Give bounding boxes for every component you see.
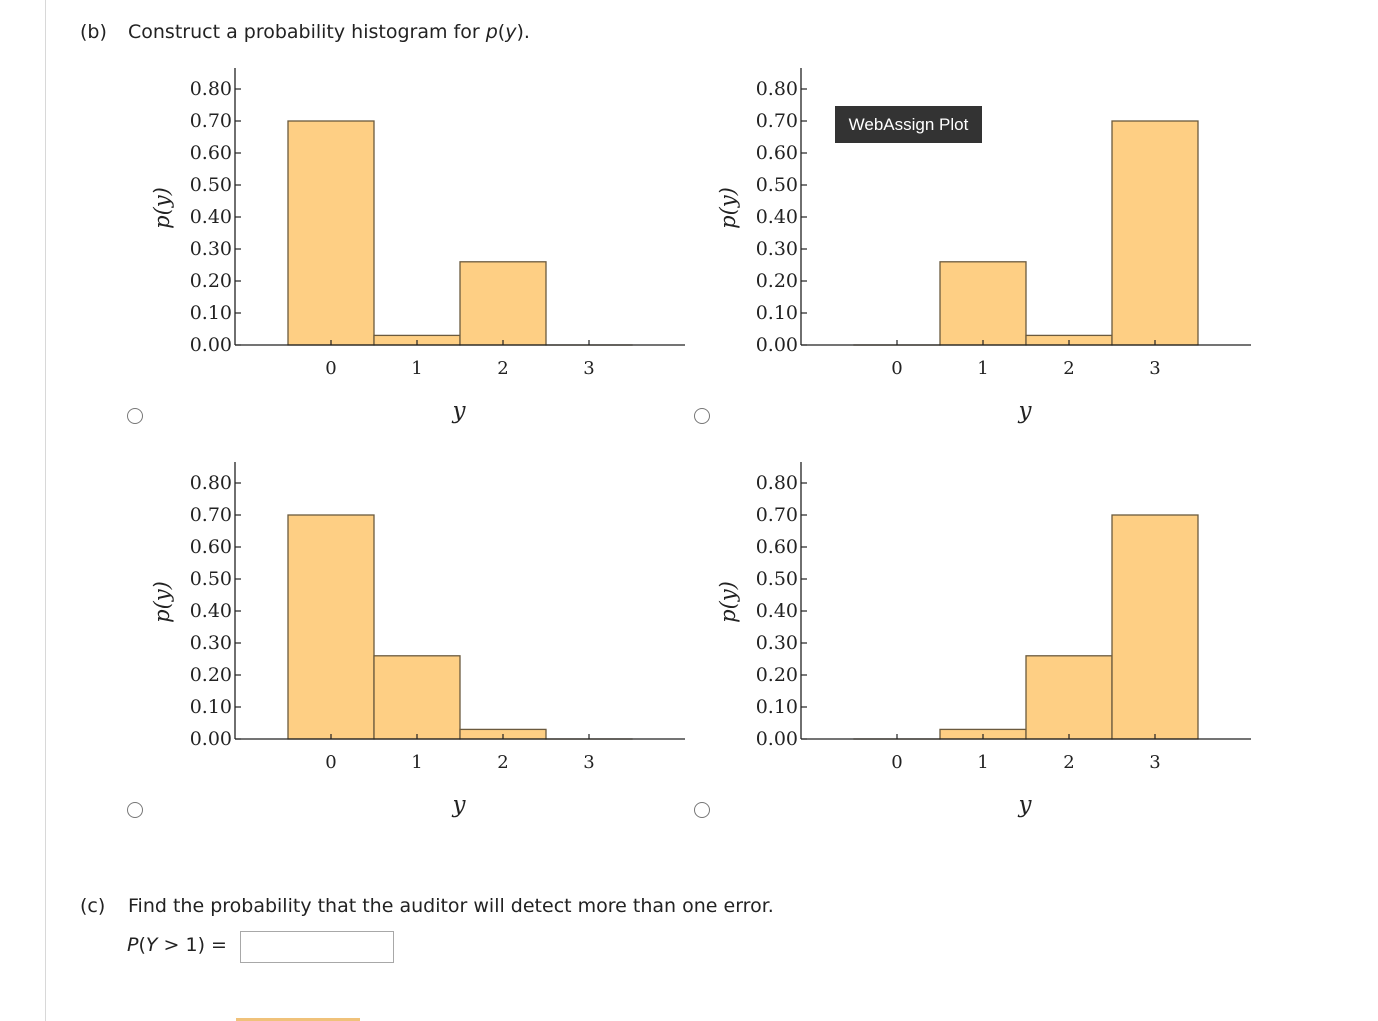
part-c-question: (c) Find the probability that the auditor… <box>80 895 774 917</box>
y-tick-label: 0.40 <box>190 206 232 228</box>
x-axis-label: y <box>452 792 467 818</box>
part-b-func-p: p <box>485 21 498 43</box>
x-tick-label: 1 <box>977 358 988 379</box>
y-tick-label: 0.60 <box>756 536 798 558</box>
left-divider <box>45 0 46 1021</box>
y-tick-label: 0.50 <box>756 568 798 590</box>
option-a-radio[interactable] <box>127 408 143 424</box>
x-tick-label: 2 <box>1063 752 1074 773</box>
part-b-text-after: ). <box>516 21 530 43</box>
part-c-label: (c) <box>80 895 106 917</box>
x-axis-label: y <box>1018 792 1033 818</box>
bar-3 <box>1111 120 1199 346</box>
y-tick-label: 0.20 <box>190 664 232 686</box>
y-tick-label: 0.00 <box>756 728 798 750</box>
x-tick-label: 0 <box>891 358 902 379</box>
bar-1 <box>939 261 1027 346</box>
x-tick-label: 0 <box>325 358 336 379</box>
x-axis-label: y <box>452 398 467 424</box>
part-b-func-var: y <box>505 21 517 43</box>
y-tick-label: 0.10 <box>190 302 232 324</box>
x-tick-label: 1 <box>977 752 988 773</box>
histogram-option-d-svg: 0.00 0.10 0.20 0.30 0.40 0.50 0.60 0.70 0.80 0 1 2 3… <box>716 462 1251 818</box>
y-tick-label: 0.30 <box>756 238 798 260</box>
y-axis-label: p(y) <box>150 187 174 229</box>
y-tick-label: 0.70 <box>756 110 798 132</box>
part-b-text: Construct a probability histogram for <box>128 21 486 43</box>
x-tick-label: 2 <box>497 358 508 379</box>
y-tick-label: 0.70 <box>756 504 798 526</box>
y-tick-label: 0.20 <box>190 270 232 292</box>
y-tick-label: 0.70 <box>190 504 232 526</box>
y-tick-label: 0.00 <box>756 334 798 356</box>
histogram-option-c-svg: 0.00 0.10 0.20 0.30 0.40 0.50 0.60 0.70 0.80 0 1 2 3… <box>150 462 685 818</box>
option-c-radio[interactable] <box>127 802 143 818</box>
y-tick-label: 0.80 <box>190 78 232 100</box>
answer-label-y: Y <box>145 934 158 956</box>
y-tick-label: 0.10 <box>190 696 232 718</box>
histogram-option-c: 0.00 0.10 0.20 0.30 0.40 0.50 0.60 0.70 0.80 0 1 2 3… <box>140 454 740 834</box>
y-tick-label: 0.40 <box>756 206 798 228</box>
x-tick-label: 2 <box>497 752 508 773</box>
part-b-question: (b) Construct a probability histogram for… <box>80 21 530 43</box>
x-tick-label: 0 <box>891 752 902 773</box>
bar-1 <box>373 655 461 740</box>
x-axis-label: y <box>1018 398 1033 424</box>
option-b-radio[interactable] <box>694 408 710 424</box>
x-tick-label: 3 <box>1149 752 1160 773</box>
histogram-option-a: 0.00 0.10 0.20 0.30 0.40 0.50 0.60 0.70 0.80 0 1 2 3… <box>140 60 740 440</box>
histogram-option-b: 0.00 0.10 0.20 0.30 0.40 0.50 0.60 0.70 0.80 0 1 2 3… <box>706 60 1306 440</box>
part-c-text: Find the probability that the auditor wi… <box>128 895 774 917</box>
x-tick-label: 1 <box>411 358 422 379</box>
y-tick-label: 0.20 <box>756 664 798 686</box>
y-tick-label: 0.50 <box>190 174 232 196</box>
bar-3 <box>1111 514 1199 740</box>
y-tick-label: 0.70 <box>190 110 232 132</box>
answer-label: P(Y > 1) = <box>127 934 227 956</box>
bottom-accent-bar <box>236 1018 360 1021</box>
y-tick-label: 0.50 <box>756 174 798 196</box>
y-tick-label: 0.00 <box>190 728 232 750</box>
y-tick-label: 0.30 <box>756 632 798 654</box>
x-tick-label: 3 <box>583 358 594 379</box>
y-tick-label: 0.60 <box>756 142 798 164</box>
bar-0 <box>287 514 375 740</box>
y-tick-label: 0.30 <box>190 632 232 654</box>
x-tick-label: 0 <box>325 752 336 773</box>
y-tick-label: 0.80 <box>190 472 232 494</box>
y-tick-label: 0.80 <box>756 78 798 100</box>
bar-0 <box>287 120 375 346</box>
answer-label-rest: > 1) = <box>157 934 227 956</box>
y-tick-label: 0.20 <box>756 270 798 292</box>
x-tick-label: 3 <box>583 752 594 773</box>
y-tick-label: 0.50 <box>190 568 232 590</box>
y-tick-label: 0.60 <box>190 142 232 164</box>
y-tick-label: 0.80 <box>756 472 798 494</box>
y-tick-label: 0.60 <box>190 536 232 558</box>
histogram-option-d: 0.00 0.10 0.20 0.30 0.40 0.50 0.60 0.70 0.80 0 1 2 3… <box>706 454 1306 834</box>
y-axis-label: p(y) <box>716 581 740 623</box>
y-tick-label: 0.10 <box>756 302 798 324</box>
x-tick-label: 1 <box>411 752 422 773</box>
y-tick-label: 0.30 <box>190 238 232 260</box>
y-tick-label: 0.40 <box>190 600 232 622</box>
y-axis-label: p(y) <box>150 581 174 623</box>
x-tick-label: 3 <box>1149 358 1160 379</box>
part-b-label: (b) <box>80 21 107 43</box>
answer-label-p: P <box>127 934 139 956</box>
answer-input[interactable] <box>240 931 394 963</box>
x-tick-label: 2 <box>1063 358 1074 379</box>
webassign-plot-tooltip: WebAssign Plot <box>835 106 982 143</box>
y-tick-label: 0.10 <box>756 696 798 718</box>
y-tick-label: 0.40 <box>756 600 798 622</box>
histogram-option-a-svg: 0.00 0.10 0.20 0.30 0.40 0.50 0.60 0.70 0.80 0 1 2 3… <box>150 68 685 424</box>
bar-2 <box>459 261 547 346</box>
bar-2 <box>1025 655 1113 740</box>
y-axis-label: p(y) <box>716 187 740 229</box>
y-tick-label: 0.00 <box>190 334 232 356</box>
histogram-option-b-svg: 0.00 0.10 0.20 0.30 0.40 0.50 0.60 0.70 0.80 0 1 2 3… <box>716 68 1251 424</box>
option-d-radio[interactable] <box>694 802 710 818</box>
